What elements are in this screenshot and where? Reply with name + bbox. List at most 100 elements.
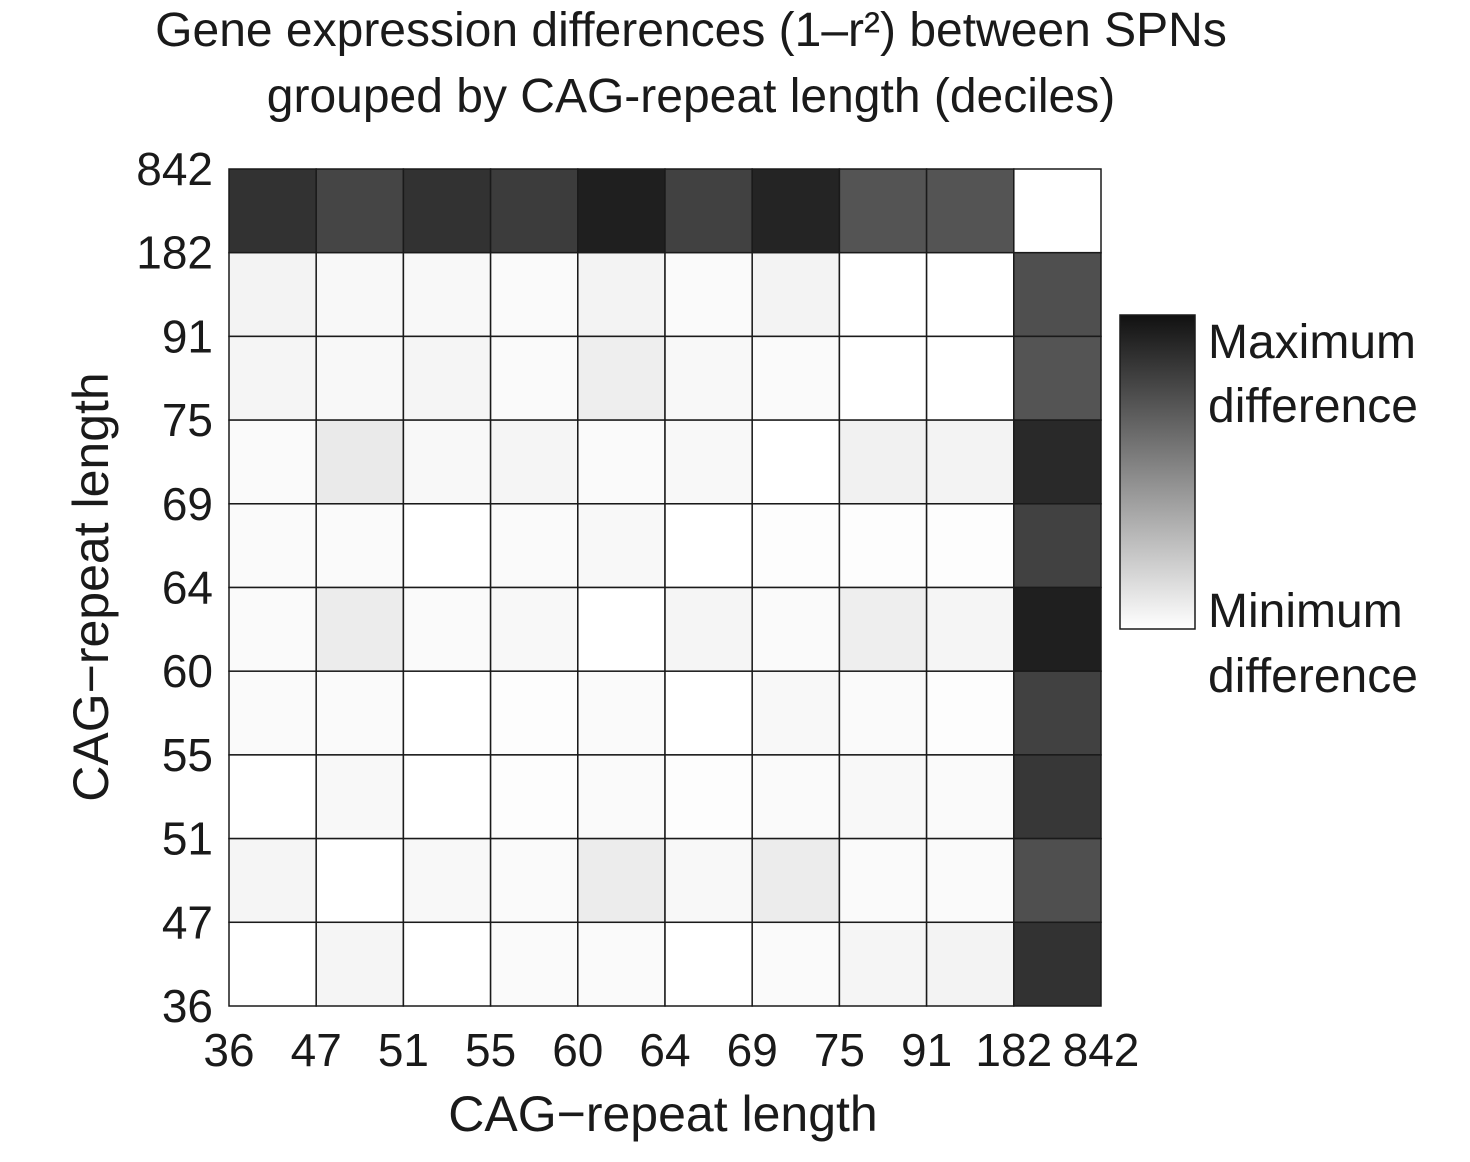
heatmap-cell-r9-c0 (228, 921, 317, 1007)
heatmap-cell-r7-c4 (577, 754, 666, 840)
heatmap-cell-r1-c5 (664, 251, 753, 338)
heatmap-cell-r9-c7 (838, 921, 928, 1007)
heatmap-cell-r6-c9 (1013, 670, 1102, 756)
y-tick-label: 182 (136, 227, 213, 279)
heatmap-cell-r7-c2 (402, 754, 492, 840)
heatmap-cell-r0-c8 (925, 168, 1015, 254)
heatmap-cell-r3-c4 (577, 419, 666, 505)
heatmap-cell-r6-c6 (751, 670, 841, 756)
heatmap-cell-r7-c6 (751, 754, 841, 840)
x-tick-label: 47 (291, 1024, 342, 1076)
heatmap-cell-r9-c5 (664, 921, 753, 1007)
x-tick-label: 69 (727, 1024, 778, 1076)
heatmap-cell-r5-c1 (315, 586, 405, 672)
heatmap-cell-r3-c3 (489, 419, 579, 505)
legend-min-label-line2: difference (1208, 650, 1418, 703)
heatmap-cell-r8-c5 (664, 837, 753, 924)
heatmap-cell-r4-c9 (1013, 503, 1102, 589)
heatmap-cell-r9-c8 (925, 921, 1015, 1007)
legend-max-label-line2: difference (1208, 380, 1418, 433)
heatmap-cell-r1-c4 (577, 251, 666, 338)
x-axis-label: CAG−repeat length (448, 1086, 877, 1142)
heatmap-cell-r4-c7 (838, 503, 928, 589)
heatmap-cell-r1-c3 (489, 251, 579, 338)
heatmap-cell-r6-c3 (489, 670, 579, 756)
heatmap-cell-r4-c2 (402, 503, 492, 589)
heatmap-cell-r0-c6 (751, 168, 841, 254)
y-tick-label: 55 (162, 729, 213, 781)
heatmap-cell-r8-c1 (315, 837, 405, 924)
chart-title-line2: grouped by CAG-repeat length (deciles) (267, 70, 1115, 123)
heatmap-cell-r8-c4 (577, 837, 666, 924)
heatmap-cell-r6-c2 (402, 670, 492, 756)
heatmap-cell-r9-c1 (315, 921, 405, 1007)
heatmap-cell-r3-c9 (1013, 419, 1102, 505)
heatmap-cell-r8-c8 (925, 837, 1015, 924)
heatmap-cell-r7-c7 (838, 754, 928, 840)
heatmap-cell-r0-c0 (228, 168, 317, 254)
heatmap-cell-r2-c9 (1013, 335, 1102, 421)
heatmap-cell-r3-c1 (315, 419, 405, 505)
heatmap-cell-r6-c1 (315, 670, 405, 756)
heatmap-cell-r5-c5 (664, 586, 753, 672)
heatmap-cell-r0-c9 (1013, 168, 1102, 254)
heatmap-cell-r5-c0 (228, 586, 317, 672)
heatmap-cell-r4-c8 (925, 503, 1015, 589)
y-tick-label: 60 (162, 645, 213, 697)
heatmap-cell-r5-c7 (838, 586, 928, 672)
heatmap-cell-r6-c7 (838, 670, 928, 756)
x-tick-label: 60 (552, 1024, 603, 1076)
heatmap-cell-r4-c4 (577, 503, 666, 589)
heatmap-cell-r3-c8 (925, 419, 1015, 505)
x-tick-label: 64 (639, 1024, 690, 1076)
heatmap-cell-r8-c6 (751, 837, 841, 924)
y-tick-label: 842 (136, 143, 213, 195)
heatmap-cell-r1-c1 (315, 251, 405, 338)
heatmap-cell-r6-c4 (577, 670, 666, 756)
y-tick-label: 75 (162, 394, 213, 446)
heatmap-cell-r8-c9 (1013, 837, 1102, 924)
heatmap-cell-r8-c2 (402, 837, 492, 924)
heatmap-cell-r4-c1 (315, 503, 405, 589)
heatmap-cell-r1-c8 (925, 251, 1015, 338)
heatmap-cell-r0-c4 (577, 168, 666, 254)
y-tick-label: 36 (162, 980, 213, 1032)
heatmap-cell-r0-c2 (402, 168, 492, 254)
x-tick-label: 91 (901, 1024, 952, 1076)
heatmap-cell-r8-c3 (489, 837, 579, 924)
heatmap-cell-r1-c2 (402, 251, 492, 338)
heatmap-cell-r6-c5 (664, 670, 753, 756)
heatmap-cell-r5-c2 (402, 586, 492, 672)
legend-colorbar (1119, 314, 1196, 630)
heatmap-cell-r6-c8 (925, 670, 1015, 756)
heatmap-cell-r2-c1 (315, 335, 405, 421)
heatmap-cell-r2-c0 (228, 335, 317, 421)
heatmap-cell-r6-c0 (228, 670, 317, 756)
heatmap-cell-r4-c6 (751, 503, 841, 589)
y-axis-ticks: 36 47 51 55 60 64 69 75 91 182 842 (136, 143, 213, 1032)
heatmap-cell-r3-c0 (228, 419, 317, 505)
heatmap-cell-r7-c5 (664, 754, 753, 840)
heatmap-cell-r0-c5 (664, 168, 753, 254)
heatmap-cell-r3-c7 (838, 419, 928, 505)
x-tick-label: 75 (814, 1024, 865, 1076)
legend-min-label-line1: Minimum (1208, 585, 1403, 638)
heatmap-cell-r1-c0 (228, 251, 317, 338)
heatmap-cell-r9-c6 (751, 921, 841, 1007)
heatmap-cell-r3-c6 (751, 419, 841, 505)
heatmap-cell-r7-c3 (489, 754, 579, 840)
heatmap-cell-r2-c6 (751, 335, 841, 421)
heatmap-cell-r8-c0 (228, 837, 317, 924)
heatmap-cell-r5-c4 (577, 586, 666, 672)
y-tick-label: 64 (162, 562, 213, 614)
heatmap-grid (228, 168, 1102, 1007)
heatmap-cell-r4-c3 (489, 503, 579, 589)
heatmap-cell-r9-c9 (1013, 921, 1102, 1007)
y-tick-label: 47 (162, 896, 213, 948)
heatmap-cell-r9-c4 (577, 921, 666, 1007)
heatmap-cell-r3-c5 (664, 419, 753, 505)
x-tick-label: 51 (378, 1024, 429, 1076)
heatmap-cell-r0-c1 (315, 168, 405, 254)
heatmap-cell-r1-c7 (838, 251, 928, 338)
